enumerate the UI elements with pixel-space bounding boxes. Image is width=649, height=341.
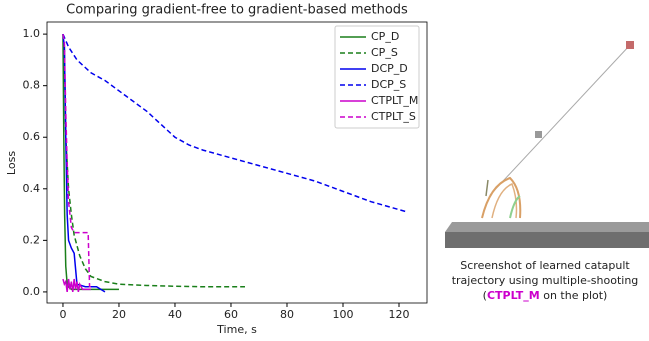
series-line xyxy=(62,34,106,293)
caption-text: ( xyxy=(483,289,487,302)
end-marker xyxy=(626,41,634,49)
y-tick-label: 0.4 xyxy=(23,182,41,195)
caption-highlight: CTPLT_M xyxy=(487,289,540,302)
legend-label: DCP_S xyxy=(371,78,406,91)
series-line xyxy=(62,33,91,288)
trajectory xyxy=(481,176,522,219)
legend-label: CP_S xyxy=(371,46,398,59)
chart-title: Comparing gradient-free to gradient-base… xyxy=(66,3,408,18)
legend-label: CTPLT_M xyxy=(371,94,418,107)
y-tick-label: 1.0 xyxy=(23,27,41,40)
caption-text: on the plot) xyxy=(540,289,608,302)
series-line xyxy=(63,46,245,288)
legend-label: DCP_D xyxy=(371,62,408,75)
platform-top xyxy=(445,222,649,232)
catapult-illustration: Screenshot of learned catapult trajector… xyxy=(445,41,649,302)
series-line xyxy=(62,33,408,213)
x-tick-label: 60 xyxy=(224,308,238,321)
trajectory xyxy=(491,183,518,219)
platform-side xyxy=(445,232,649,248)
caption-line: trajectory using multiple-shooting xyxy=(452,274,639,287)
x-tick-label: 120 xyxy=(388,308,409,321)
x-tick-label: 0 xyxy=(59,308,66,321)
catapult-post xyxy=(485,179,489,197)
legend-label: CP_D xyxy=(371,30,399,43)
x-axis-label: Time, s xyxy=(216,323,257,336)
y-tick-label: 0.0 xyxy=(23,285,41,298)
y-tick-label: 0.8 xyxy=(23,79,41,92)
caption-line: Screenshot of learned catapult xyxy=(460,259,630,272)
trajectory xyxy=(509,195,521,219)
x-tick-label: 20 xyxy=(112,308,126,321)
legend-box xyxy=(334,25,420,129)
x-tick-label: 80 xyxy=(280,308,294,321)
y-tick-label: 0.6 xyxy=(23,130,41,143)
x-tick-label: 100 xyxy=(332,308,353,321)
mid-marker xyxy=(535,131,542,138)
arm-line xyxy=(489,44,631,196)
y-tick-label: 0.2 xyxy=(23,233,41,246)
series-line xyxy=(62,278,91,293)
legend-label: CTPLT_S xyxy=(371,110,416,123)
caption-line: (CTPLT_M on the plot) xyxy=(483,289,608,302)
x-tick-label: 40 xyxy=(168,308,182,321)
y-axis-label: Loss xyxy=(5,151,18,175)
plot-frame xyxy=(46,21,428,304)
